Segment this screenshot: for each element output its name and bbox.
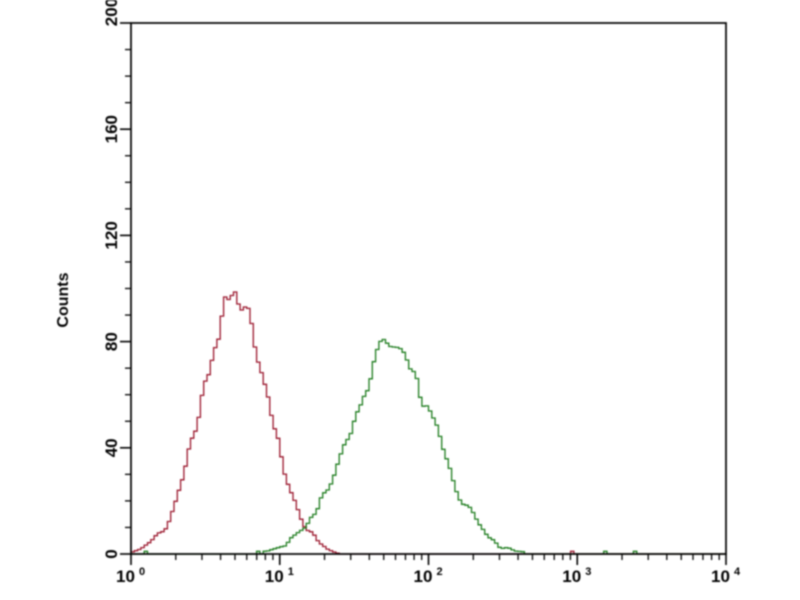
svg-text:80: 80	[102, 332, 121, 351]
svg-text:10: 10	[414, 567, 433, 586]
svg-text:200: 200	[102, 0, 121, 26]
svg-text:10: 10	[711, 567, 730, 586]
svg-text:40: 40	[102, 438, 121, 457]
svg-text:Counts: Counts	[55, 272, 72, 327]
svg-text:10: 10	[562, 567, 581, 586]
svg-text:10: 10	[265, 567, 284, 586]
svg-text:0: 0	[139, 566, 145, 578]
svg-text:4: 4	[734, 566, 741, 578]
svg-text:0: 0	[102, 549, 121, 558]
svg-text:120: 120	[102, 221, 121, 249]
svg-text:3: 3	[585, 566, 591, 578]
svg-text:160: 160	[102, 115, 121, 143]
svg-text:2: 2	[437, 566, 443, 578]
svg-text:10: 10	[116, 567, 135, 586]
svg-text:1: 1	[288, 566, 294, 578]
